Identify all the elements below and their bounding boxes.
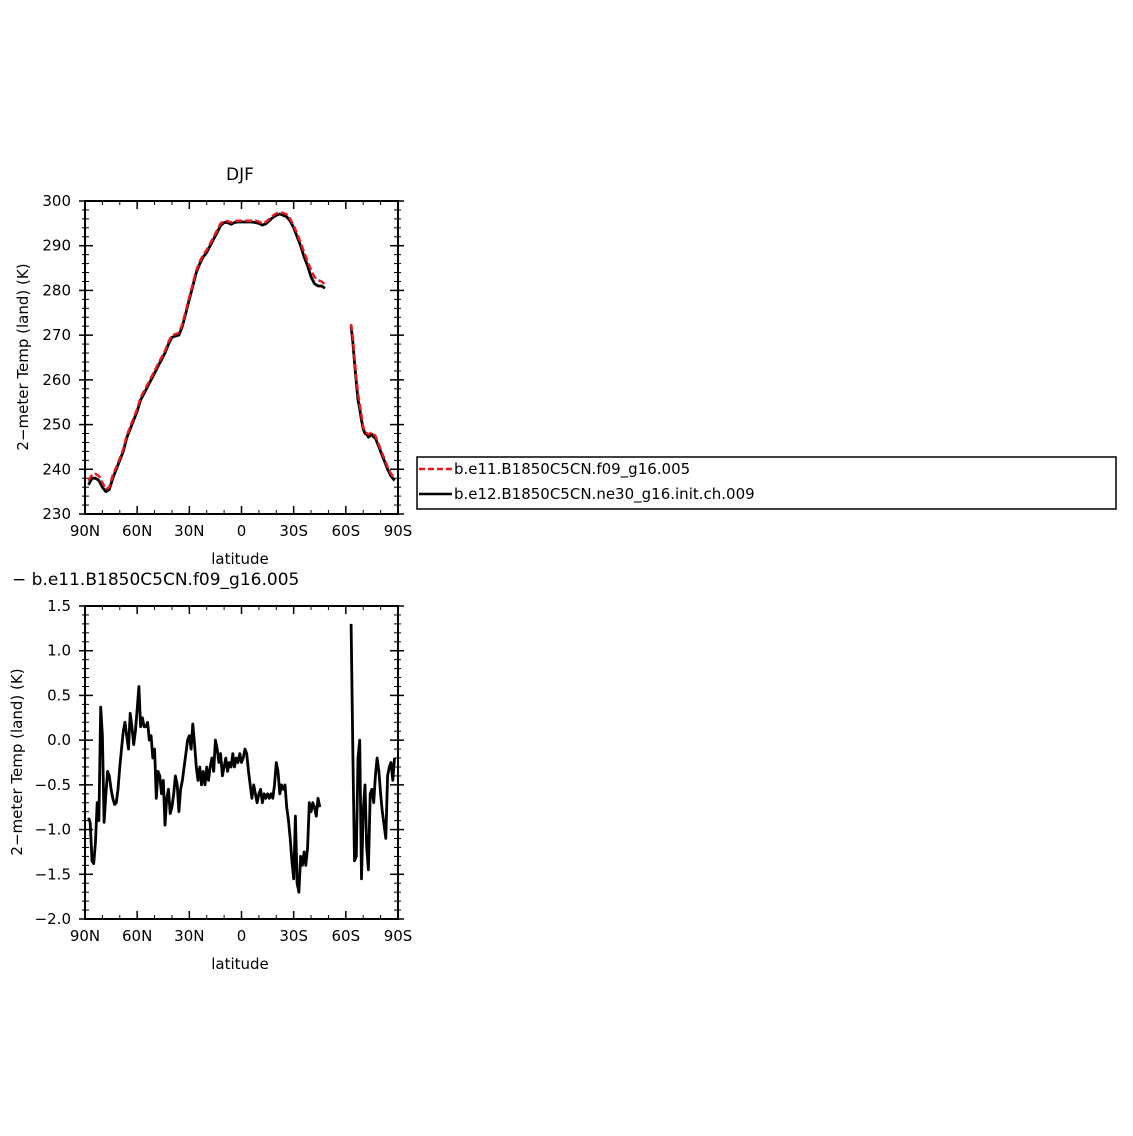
x-tick-label: 60S	[332, 522, 361, 540]
y-tick-label: 270	[42, 326, 71, 344]
y-tick-label: −1.5	[35, 865, 71, 883]
top-y-axis-label: 2−meter Temp (land) (K)	[14, 263, 32, 450]
y-tick-label: 0.0	[47, 731, 71, 749]
y-tick-label: 230	[42, 505, 71, 523]
bottom-x-axis-label: latitude	[211, 955, 269, 973]
y-tick-label: 280	[42, 281, 71, 299]
x-tick-label: 90S	[384, 522, 413, 540]
top-series	[87, 210, 396, 494]
series-line-1-segment-0	[87, 210, 326, 491]
y-tick-label: −2.0	[35, 910, 71, 928]
x-tick-label: 30N	[174, 522, 204, 540]
legend-box	[416, 456, 1117, 510]
series-line-0-segment-1	[349, 623, 396, 881]
top-axis-ticks: 90N 60N 30N 0 30S 60S 90S 230 240 250 260 270 280 290…	[42, 192, 412, 540]
y-tick-label: 250	[42, 416, 71, 434]
top-chart-title: DJF	[226, 165, 254, 185]
x-tick-label: 90S	[384, 927, 413, 945]
top-plot-frame	[84, 200, 399, 515]
x-tick-label: 0	[237, 927, 247, 945]
y-tick-label: 260	[42, 371, 71, 389]
x-tick-label: 0	[237, 522, 247, 540]
series-line-0-segment-0	[87, 212, 326, 494]
y-tick-label: 240	[42, 460, 71, 478]
legend-label-series-black: b.e12.B1850C5CN.ne30_g16.init.ch.009	[454, 485, 755, 504]
bottom-series	[87, 623, 396, 894]
x-tick-label: 60S	[332, 927, 361, 945]
bottom-chart-title: − b.e11.B1850C5CN.f09_g16.005	[12, 570, 299, 590]
bottom-axis-ticks: 90N 60N 30N 0 30S 60S 90S −2.0 −1.5 −1.0 −0.5 0.0 0.…	[35, 597, 413, 945]
y-tick-label: 0.5	[47, 686, 71, 704]
top-x-axis-label: latitude	[211, 550, 269, 568]
bottom-y-axis-label: 2−meter Temp (land) (K)	[8, 668, 26, 855]
series-line-1-segment-1	[349, 323, 396, 479]
y-tick-label: 1.0	[47, 642, 71, 660]
y-tick-label: −1.0	[35, 821, 71, 839]
legend-label-series-red: b.e11.B1850C5CN.f09_g16.005	[454, 460, 690, 479]
series-line-0-segment-0	[87, 685, 322, 894]
y-tick-label: 300	[42, 192, 71, 210]
x-tick-label: 90N	[70, 927, 100, 945]
y-tick-label: 1.5	[47, 597, 71, 615]
y-tick-label: 290	[42, 237, 71, 255]
x-tick-label: 90N	[70, 522, 100, 540]
y-tick-label: −0.5	[35, 776, 71, 794]
x-tick-label: 30N	[174, 927, 204, 945]
x-tick-label: 60N	[122, 522, 152, 540]
top-panel: DJF 90N 60N 30N 0 30S 60S 90S 230 240 250 260 270 28…	[14, 165, 412, 568]
x-tick-label: 30S	[279, 927, 308, 945]
series-line-0-segment-1	[349, 326, 396, 482]
legend: b.e11.B1850C5CN.f09_g16.005 b.e12.B1850C…	[416, 456, 1117, 510]
x-tick-label: 60N	[122, 927, 152, 945]
x-tick-label: 30S	[279, 522, 308, 540]
bottom-plot-frame	[84, 605, 399, 920]
bottom-panel: − b.e11.B1850C5CN.f09_g16.005 90N 60N 30N 0…	[8, 570, 412, 973]
